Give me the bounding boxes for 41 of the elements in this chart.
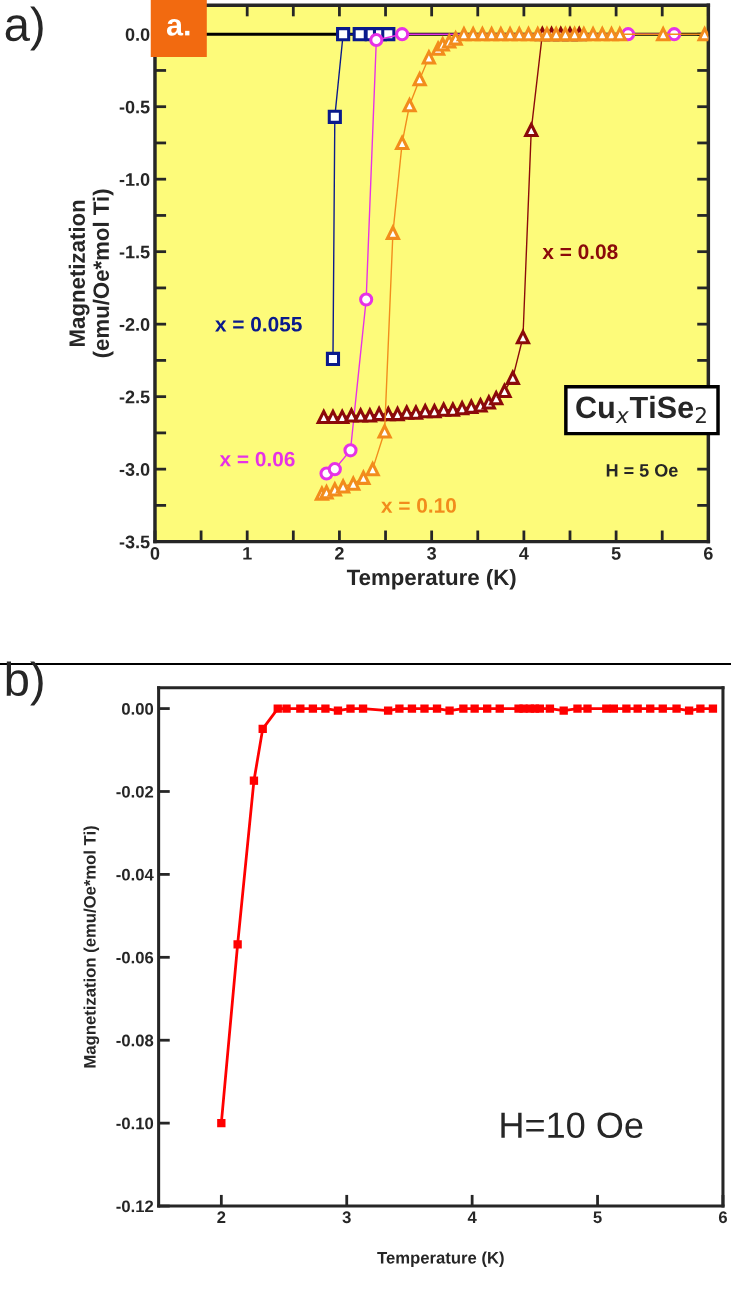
y-axis-title: Magnetization (emu/Oe*mol Ti) [68,189,114,358]
y-tick-label: -0.02 [116,785,154,798]
annotation: a. [166,18,190,36]
y-tick-label: -1.5 [119,245,150,259]
y-tick-label: 0.00 [121,702,154,715]
x-tick-label: 2 [335,546,344,560]
series-label: x = 0.06 [219,451,295,467]
y-tick-label: -0.06 [116,951,154,964]
x-tick-label: 5 [611,547,621,560]
annotation: Cu$_{x}$TiSe$_{2}$ [576,395,706,423]
x-tick-label: 3 [342,1211,351,1224]
chart-title: a) [5,6,43,51]
y-tick-label: -3.0 [119,463,150,476]
x-tick-label: 5 [593,1211,602,1224]
x-tick-label: 4 [519,547,529,560]
y-tick-label: -0.5 [119,100,150,114]
y-axis-title: Magnetization (emu/Oe*mol Ti) [83,826,100,1068]
x-axis-title: Temperature (K) [346,568,516,590]
x-tick-label: 3 [427,546,437,560]
y-tick-label: 0.0 [125,28,150,41]
x-tick-label: 1 [243,547,252,560]
y-tick-label: -0.12 [116,1200,154,1213]
y-tick-label: -0.08 [116,1034,154,1047]
x-tick-label: 6 [703,546,713,560]
chart-title: b) [6,661,43,706]
y-tick-label: -0.04 [116,868,154,881]
y-tick-label: -1.0 [119,173,150,186]
x-tick-label: 2 [217,1211,226,1223]
series-label: x = 0.10 [381,498,456,513]
y-tick-label: -3.5 [119,535,150,549]
series-label: x = 0.08 [542,244,618,260]
y-tick-label: -2.0 [119,318,150,331]
series-label: x = 0.055 [215,316,302,332]
annotation: H = 5 Oe [606,463,678,477]
x-tick-label: 6 [718,1211,727,1224]
x-tick-label: 4 [467,1211,477,1223]
x-tick-label: 0 [150,546,160,560]
y-tick-label: -0.10 [116,1117,154,1130]
y-tick-label: -2.5 [119,390,150,404]
x-axis-title: Temperature (K) [377,1251,504,1267]
annotation: H=10 Oe [501,1112,643,1139]
